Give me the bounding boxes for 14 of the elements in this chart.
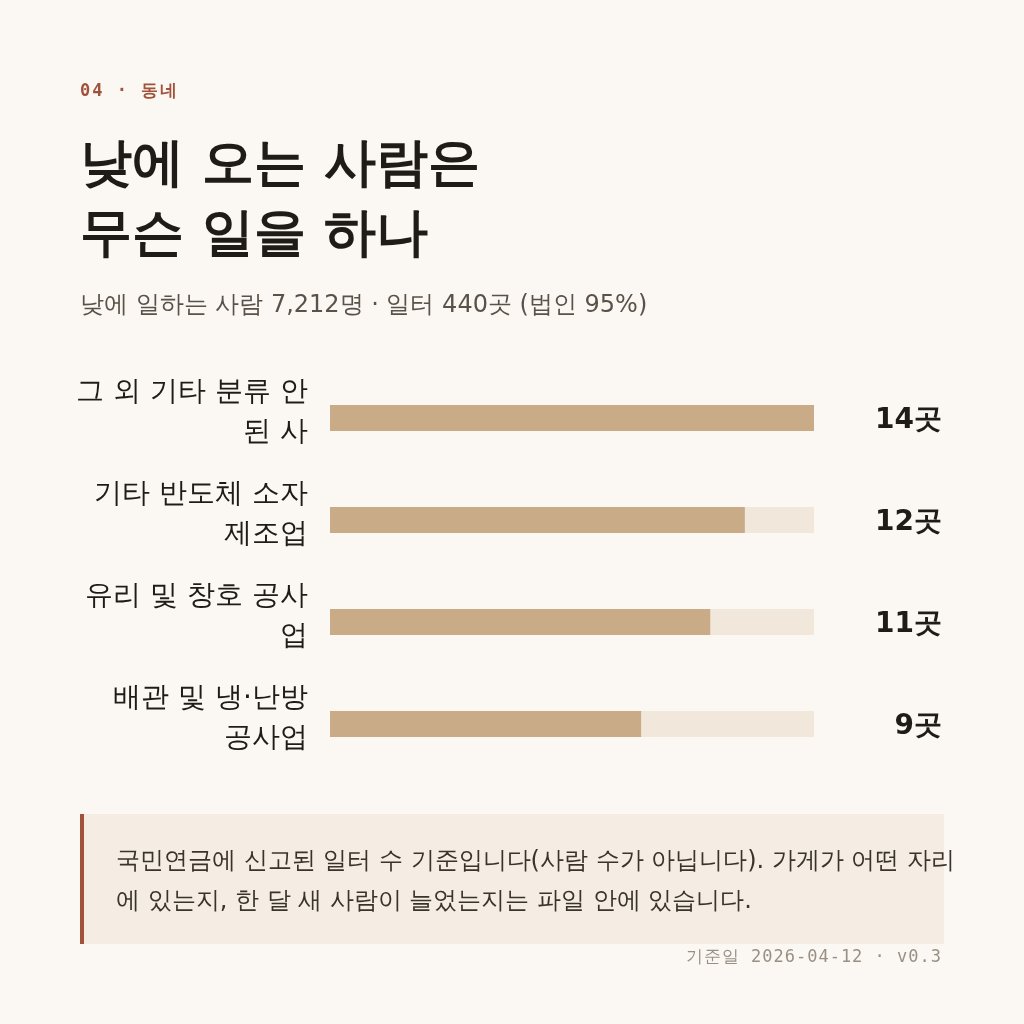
text: 국민연금에 신고된 일터 수 기준입니다(사람 수가 아닙니다). 가게가 어떤 자리에 있는지, 한 달 새 사람이 늘었는지는 파일 안에 있습니다. (116, 846, 956, 914)
y-tick-label: 그 외 기타 분류 안된 사 (76, 374, 308, 447)
chart-subtitle: 낮에 일하는 사람 7,212명 · 일터 440곳 (법인 95%) (80, 290, 648, 318)
data-label: 14곳 (875, 402, 942, 435)
y-tick-label: 배관 및 냉·난방 공사업 (113, 680, 308, 753)
y-tick-label: 유리 및 창호 공사업 (85, 578, 308, 651)
data-label: 12곳 (875, 504, 942, 537)
chart-title: 낮에 오는 사람은 무슨 일을 하나 (80, 132, 481, 262)
data-label: 9곳 (894, 708, 942, 741)
text: 04 · 동네 (80, 80, 180, 100)
data-label: 11곳 (875, 606, 942, 639)
bar (330, 405, 814, 431)
text: 기준일 2026-04-12 · v0.3 (685, 946, 942, 966)
y-tick-label: 기타 반도체 소자 제조업 (94, 476, 308, 549)
